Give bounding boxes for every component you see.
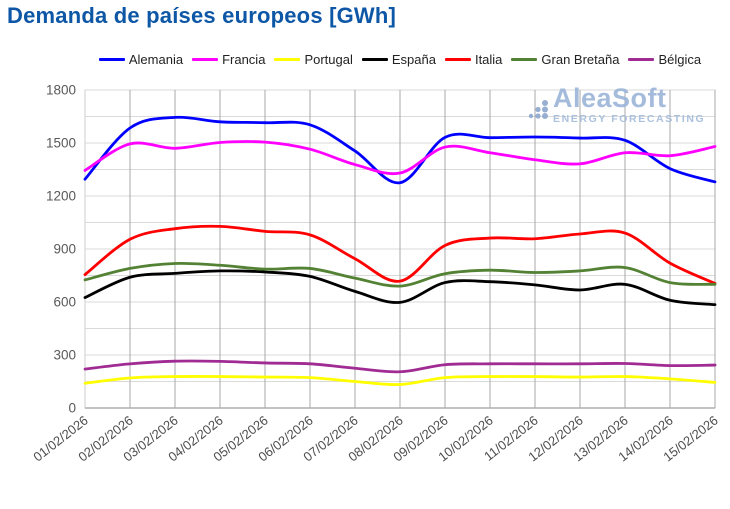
legend-label: Alemania <box>128 52 184 67</box>
legend-item-gran-bretaña: Gran Bretaña <box>511 52 619 67</box>
legend-label: Bélgica <box>658 52 702 67</box>
legend-swatch <box>444 58 471 61</box>
legend-item-francia: Francia <box>192 52 265 67</box>
y-tick-label: 300 <box>53 348 76 363</box>
legend-swatch <box>98 58 125 61</box>
series-line-italia <box>83 224 717 285</box>
legend-label: Portugal <box>304 52 353 67</box>
series-line-francia <box>83 140 717 176</box>
chart-title: Demanda de países europeos [GWh] <box>7 3 397 28</box>
legend-label: Gran Bretaña <box>541 52 620 67</box>
legend-label: Italia <box>474 52 503 67</box>
series-line-portugal <box>83 375 717 387</box>
legend-item-bélgica: Bélgica <box>628 52 701 67</box>
legend-swatch <box>192 58 219 61</box>
series-line-españa <box>83 269 717 307</box>
legend-item-alemania: Alemania <box>98 52 184 67</box>
legend-swatch <box>628 58 655 61</box>
y-tick-label: 900 <box>53 242 76 257</box>
legend-swatch <box>274 58 301 61</box>
y-tick-label: 1500 <box>46 136 76 151</box>
legend: Alemania Francia Portugal España Italia Gran … <box>85 52 715 67</box>
y-tick-label: 1800 <box>46 83 76 98</box>
legend-swatch <box>361 58 388 61</box>
legend-swatch <box>511 58 538 61</box>
legend-label: Francia <box>222 52 266 67</box>
y-tick-label: 0 <box>68 401 76 416</box>
series-line-alemania <box>83 115 717 185</box>
y-tick-label: 1200 <box>46 189 76 204</box>
legend-item-italia: Italia <box>444 52 503 67</box>
legend-item-españa: España <box>361 52 436 67</box>
series-line-bélgica <box>83 359 717 374</box>
legend-label: España <box>391 52 436 67</box>
series-line-gran-bretaña <box>83 261 717 288</box>
legend-item-portugal: Portugal <box>274 52 353 67</box>
y-tick-label: 600 <box>53 295 76 310</box>
